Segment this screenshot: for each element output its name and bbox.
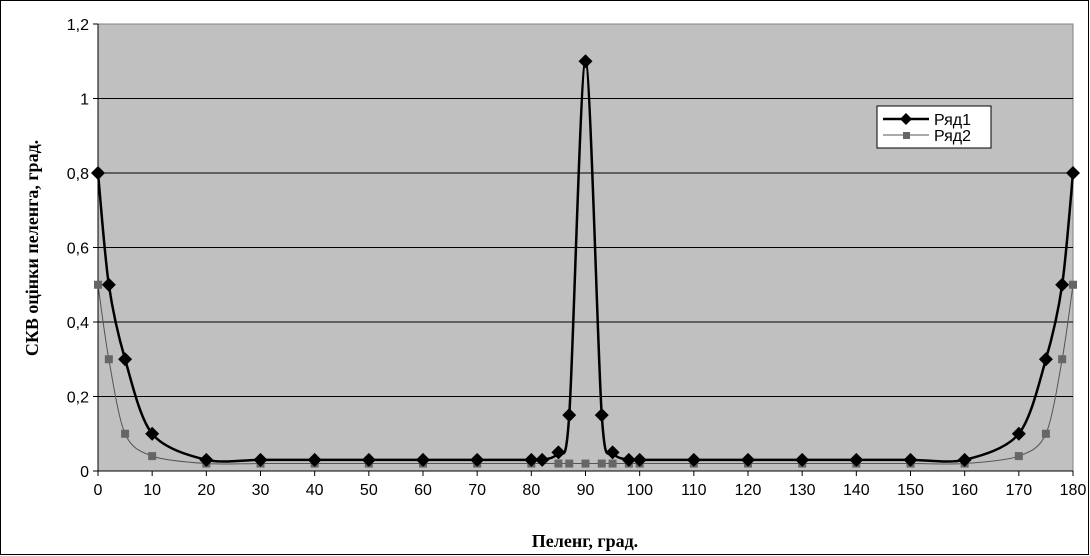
x-tick-label: 20 [197, 482, 215, 499]
x-tick-label: 120 [735, 482, 762, 499]
series-1-point [307, 452, 322, 467]
series-1-point [1011, 426, 1026, 441]
x-tick-label: 80 [522, 482, 540, 499]
series-1-point [632, 452, 647, 467]
series-1-point [416, 452, 430, 467]
x-tick-label: 90 [577, 482, 595, 499]
x-tick-label: 60 [414, 482, 432, 499]
series-2-point [104, 355, 113, 364]
series-2-point [1058, 355, 1067, 364]
series-1-point [957, 452, 972, 467]
x-tick-label: 0 [94, 482, 103, 499]
legend-label-series-2: Ряд2 [934, 128, 971, 145]
x-tick-label: 10 [143, 482, 161, 499]
x-tick-label: 140 [843, 482, 870, 499]
y-tick-label: 0 [80, 464, 89, 481]
series-1-point [101, 277, 116, 292]
y-axis: 0 0,2 0,4 0,6 0,8 1 1,2 [67, 17, 99, 481]
series-2-point [121, 429, 130, 438]
x-axis-title: Пеленг, град. [532, 531, 638, 551]
y-tick-label: 0,4 [67, 315, 89, 332]
x-tick-label: 50 [360, 482, 378, 499]
series-1-point [686, 452, 701, 467]
y-tick-label: 1 [80, 92, 89, 109]
x-tick-label: 30 [252, 482, 270, 499]
grid-lines [98, 98, 1073, 397]
series-2-point [565, 459, 574, 468]
legend: Ряд1 Ряд2 [876, 105, 992, 149]
x-tick-label: 180 [1060, 482, 1087, 499]
x-tick-label: 110 [681, 482, 707, 499]
series-1-point [1055, 277, 1070, 292]
y-tick-label: 1,2 [67, 17, 89, 34]
series-2-point [1014, 452, 1023, 461]
series-1-point [605, 445, 620, 460]
series-1-point [621, 452, 636, 467]
x-axis: 0 10 20 30 40 50 60 70 80 90 100 110 120 130 140 150 160… [94, 470, 1087, 499]
series-1-point [795, 452, 810, 467]
x-tick-label: 40 [306, 482, 324, 499]
series-1-point [562, 408, 577, 423]
series-1-point [849, 452, 864, 467]
series-2-point [608, 459, 617, 468]
y-axis-title: СКВ оцінки пеленга, град. [22, 140, 42, 356]
series-1 [91, 54, 1080, 467]
x-tick-label: 70 [468, 482, 486, 499]
x-tick-label: 100 [626, 482, 653, 499]
series-2-point [148, 452, 157, 461]
series-1-point [118, 352, 133, 367]
series-2-point [1041, 429, 1050, 438]
series-1-point [551, 445, 566, 460]
series-layer [91, 54, 1080, 468]
series-1-point [1066, 166, 1080, 180]
series-2-point [581, 459, 590, 468]
legend-marker-square [903, 132, 910, 139]
series-1-point [524, 452, 539, 467]
series-1-point [903, 452, 918, 467]
series-1-point [535, 452, 550, 467]
x-tick-label: 160 [951, 482, 978, 499]
series-2-point [1069, 280, 1077, 289]
y-tick-label: 0,2 [67, 390, 89, 407]
series-1-point [1038, 352, 1053, 367]
series-2-point [597, 459, 606, 468]
series-1-point [145, 426, 160, 441]
legend-box [876, 105, 992, 149]
series-1-point [361, 452, 376, 467]
series-2-point [94, 280, 102, 289]
legend-label-series-1: Ряд1 [934, 112, 971, 129]
x-tick-label: 150 [897, 482, 924, 499]
series-1-point [578, 54, 593, 69]
series-1-point [253, 452, 268, 467]
x-tick-label: 170 [1005, 482, 1032, 499]
series-1-point [199, 452, 214, 467]
x-tick-label: 130 [789, 482, 816, 499]
series-1-point [91, 166, 105, 180]
legend-marker-diamond [900, 113, 912, 125]
series-2-point [554, 459, 563, 468]
series-1-point [594, 408, 609, 423]
y-tick-label: 0,8 [67, 166, 89, 183]
y-tick-label: 0,6 [67, 241, 89, 258]
series-1-point [741, 452, 755, 467]
series-1-point [470, 452, 485, 467]
series-2-line [97, 284, 1074, 465]
